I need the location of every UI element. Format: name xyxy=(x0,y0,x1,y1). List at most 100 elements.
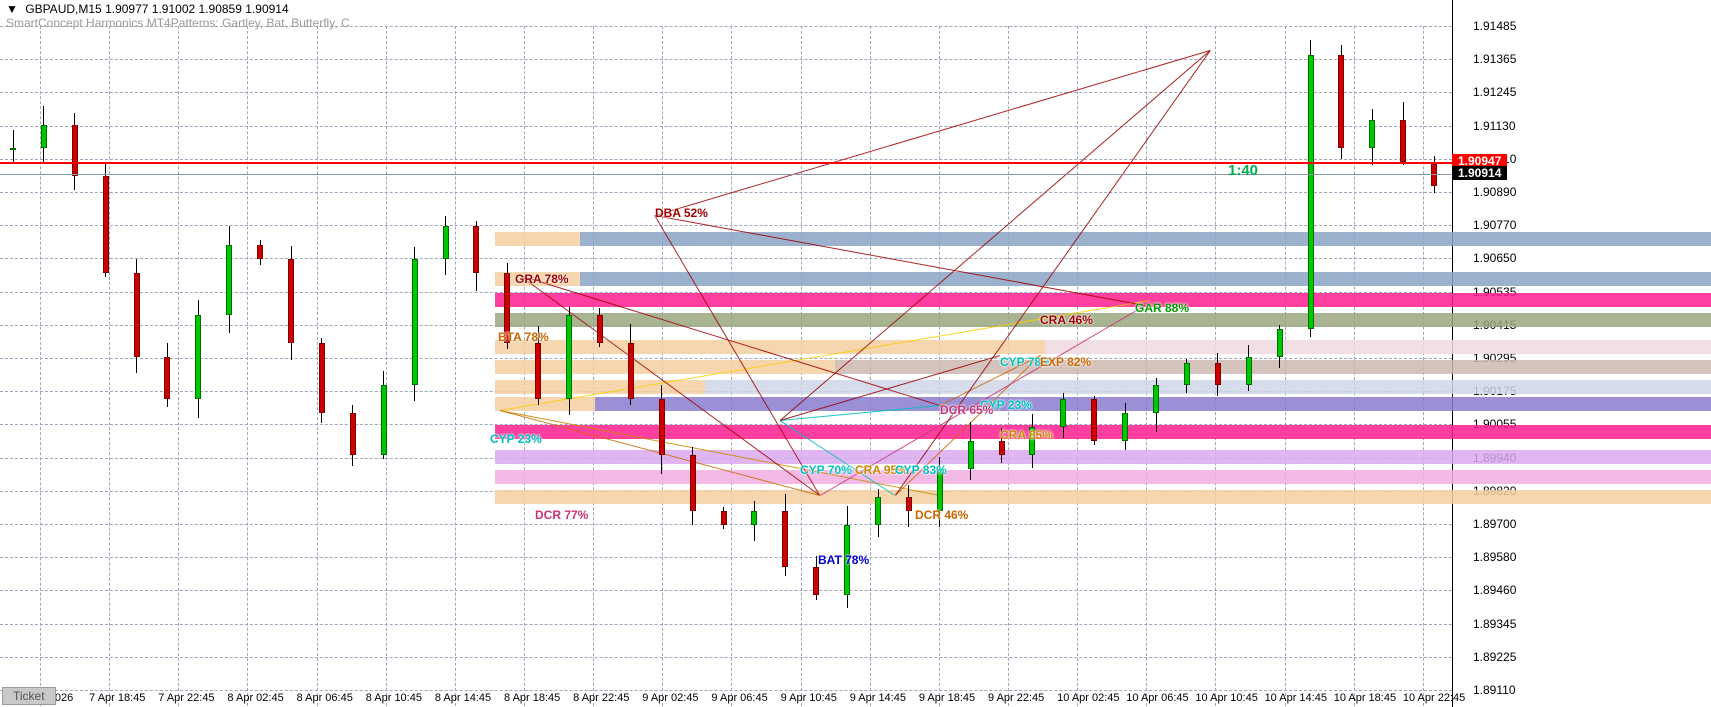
y-axis-tick-label: 1.90770 xyxy=(1465,218,1705,232)
candle-body xyxy=(381,385,387,455)
candle-body xyxy=(813,567,819,595)
mt4-chart-window: ▼ GBPAUD,M15 1.90977 1.91002 1.90859 1.9… xyxy=(0,0,1711,707)
x-axis-tick-label: 8 Apr 22:45 xyxy=(573,692,629,704)
candle-body xyxy=(659,399,665,455)
ohlc-close: 1.90914 xyxy=(245,2,288,16)
pattern-ratio-label: DCR 46% xyxy=(915,508,968,522)
horizontal-gridline xyxy=(0,92,1452,93)
vertical-gridline xyxy=(317,26,318,707)
y-axis-tick-label: 1.89225 xyxy=(1465,650,1705,664)
horizontal-gridline xyxy=(0,225,1452,226)
horizontal-gridline xyxy=(0,690,1452,691)
candle-body xyxy=(566,315,572,399)
candle-body xyxy=(1277,329,1283,357)
x-axis-tick-label: 10 Apr 14:45 xyxy=(1265,692,1327,704)
x-axis-tick-label: 10 Apr 06:45 xyxy=(1126,692,1188,704)
ticket-button[interactable]: Ticket xyxy=(2,687,56,705)
candle-body xyxy=(226,245,232,315)
horizontal-gridline xyxy=(0,126,1452,127)
x-axis-tick-label: 8 Apr 14:45 xyxy=(435,692,491,704)
candle-body xyxy=(628,343,634,399)
horizontal-gridline xyxy=(0,624,1452,625)
y-axis-tick-label: 1.89700 xyxy=(1465,517,1705,531)
candle-body xyxy=(1400,120,1406,162)
candle-body xyxy=(319,343,325,413)
candle-body xyxy=(41,125,47,147)
y-axis-tick-label: 1.90890 xyxy=(1465,185,1705,199)
candle-body xyxy=(164,357,170,399)
vertical-gridline xyxy=(178,26,179,707)
candle-body xyxy=(134,273,140,357)
symbol-header: ▼ GBPAUD,M15 1.90977 1.91002 1.90859 1.9… xyxy=(6,2,289,16)
indicator-watermark: SmartConcept Harmonics MT4Patterns: Gart… xyxy=(6,16,350,30)
candle-body xyxy=(535,343,541,399)
y-axis-tick-label: 1.91130 xyxy=(1465,119,1705,133)
candle-body xyxy=(257,245,263,259)
current-price-tag-bid[interactable]: 1.90914 xyxy=(1452,166,1507,180)
y-axis-tick-label: 1.90650 xyxy=(1465,251,1705,265)
x-axis-tick-label: 9 Apr 02:45 xyxy=(642,692,698,704)
candle-body xyxy=(473,226,479,274)
price-zone-band xyxy=(705,380,1711,394)
candle-body xyxy=(1246,357,1252,385)
candle-body xyxy=(10,148,16,150)
horizontal-gridline xyxy=(0,258,1452,259)
x-axis-tick-label: 8 Apr 18:45 xyxy=(504,692,560,704)
pattern-ratio-label: CYP 83% xyxy=(895,463,947,477)
candle-body xyxy=(597,315,603,343)
ohlc-low: 1.90859 xyxy=(199,2,242,16)
vertical-gridline xyxy=(386,26,387,707)
candle-body xyxy=(906,497,912,511)
price-zone-band xyxy=(835,360,1711,374)
x-axis-tick-label: 9 Apr 14:45 xyxy=(850,692,906,704)
x-axis-tick-label: 9 Apr 22:45 xyxy=(988,692,1044,704)
pattern-ratio-label: CRA 46% xyxy=(1040,313,1093,327)
horizontal-gridline xyxy=(0,59,1452,60)
pattern-ratio-label: CRA 85% xyxy=(1000,428,1053,442)
x-axis-tick-label: 10 Apr 02:45 xyxy=(1057,692,1119,704)
vertical-gridline xyxy=(109,26,110,707)
ohlc-high: 1.91002 xyxy=(152,2,195,16)
horizontal-gridline xyxy=(0,557,1452,558)
price-zone-band xyxy=(580,232,1711,246)
symbol-label: GBPAUD xyxy=(25,2,75,16)
y-axis-tick-label: 1.89580 xyxy=(1465,550,1705,564)
horizontal-gridline xyxy=(0,657,1452,658)
y-axis-tick-label: 1.91245 xyxy=(1465,85,1705,99)
y-axis-tick-label: 1.91485 xyxy=(1465,19,1705,33)
x-axis-tick-label: 8 Apr 02:45 xyxy=(227,692,283,704)
x-axis-tick-label: 8 Apr 06:45 xyxy=(297,692,353,704)
y-axis-tick-label: 1.89110 xyxy=(1465,683,1705,697)
candle-body xyxy=(72,125,78,175)
pattern-ratio-label: EXP 82% xyxy=(1040,355,1091,369)
candle-body xyxy=(1060,399,1066,427)
candle-body xyxy=(1338,55,1344,147)
x-axis-tick-label: 7 Apr 22:45 xyxy=(158,692,214,704)
y-axis-tick-label: 1.89345 xyxy=(1465,617,1705,631)
candle-body xyxy=(1308,55,1314,329)
vertical-gridline xyxy=(455,26,456,707)
risk-reward-label: 1:40 xyxy=(1228,162,1258,179)
candle-body xyxy=(721,511,727,525)
candle-body xyxy=(1369,120,1375,148)
candle-body xyxy=(875,497,881,525)
pattern-ratio-label: GRA 78% xyxy=(515,272,569,286)
pattern-ratio-label: CYP 70% xyxy=(800,463,852,477)
pattern-ratio-label: DCR 77% xyxy=(535,508,588,522)
candle-body xyxy=(999,441,1005,455)
candle-body xyxy=(1184,363,1190,385)
price-zone-band xyxy=(580,272,1711,286)
x-axis-tick-label: 8 Apr 10:45 xyxy=(366,692,422,704)
timeframe-label: M15 xyxy=(78,2,101,16)
candle-body xyxy=(968,441,974,469)
candle-body xyxy=(751,511,757,525)
candle-body xyxy=(443,226,449,260)
candle-body xyxy=(1091,399,1097,441)
x-axis-tick-label: 10 Apr 22:45 xyxy=(1403,692,1465,704)
dropdown-arrow-icon[interactable]: ▼ xyxy=(6,2,18,16)
candle-body xyxy=(1122,413,1128,441)
candle-body xyxy=(1215,363,1221,385)
candle-body xyxy=(195,315,201,399)
pattern-ratio-label: CYP 23% xyxy=(490,432,542,446)
vertical-gridline xyxy=(247,26,248,707)
